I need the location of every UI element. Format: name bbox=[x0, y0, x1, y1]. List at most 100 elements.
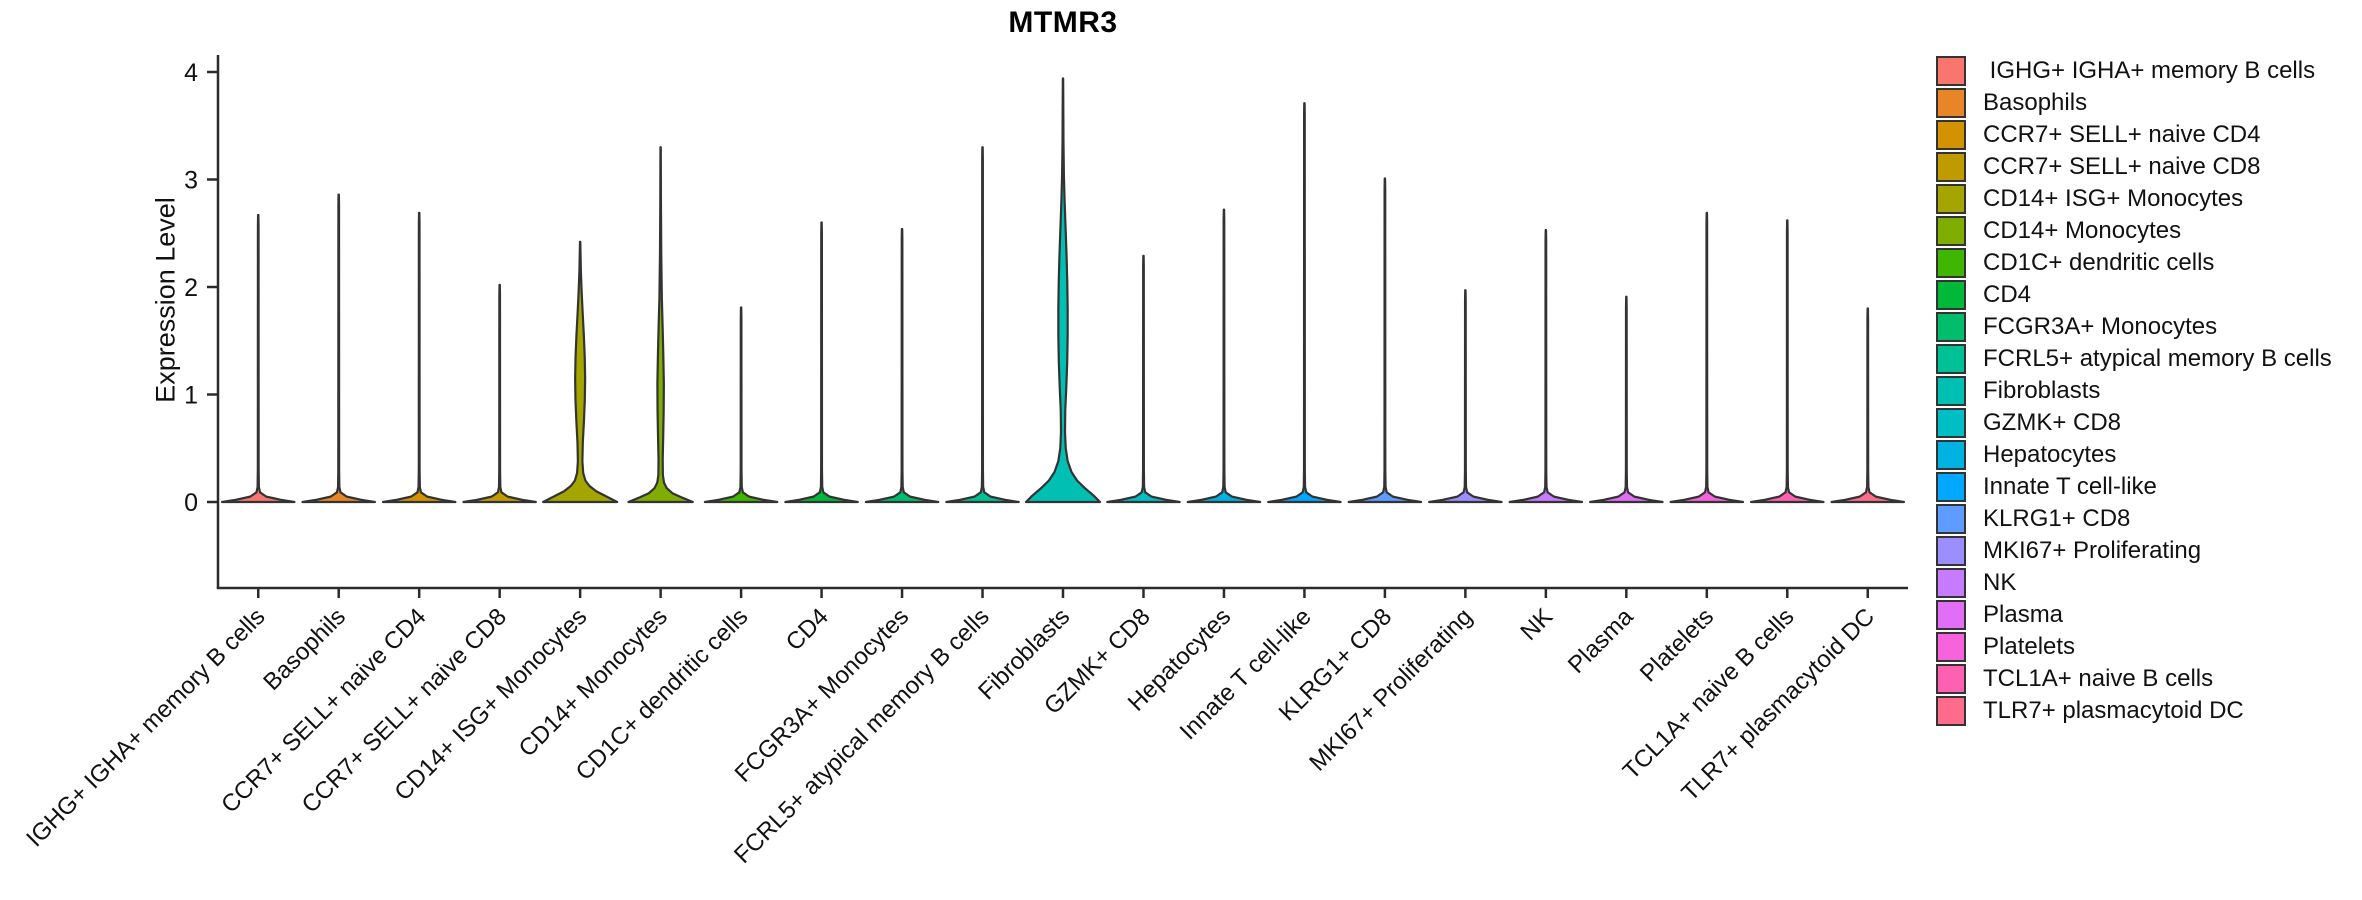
legend-item: Fibroblasts bbox=[1936, 375, 2332, 407]
legend-swatch bbox=[1936, 152, 1966, 182]
legend-swatch bbox=[1936, 664, 1966, 694]
legend-item: KLRG1+ CD8 bbox=[1936, 503, 2332, 535]
legend-item: Plasma bbox=[1936, 599, 2332, 631]
violin-TLR7+-plasmacytoid-DC bbox=[1830, 307, 1906, 504]
violin-GZMK+-CD8 bbox=[1106, 254, 1181, 504]
legend: IGHG+ IGHA+ memory B cells Basophils CCR7+… bbox=[1936, 55, 2332, 727]
legend-item: FCRL5+ atypical memory B cells bbox=[1936, 343, 2332, 375]
legend-label: FCRL5+ atypical memory B cells bbox=[1983, 345, 2332, 372]
violin-CCR7+-SELL+-naive-CD4 bbox=[381, 211, 457, 504]
legend-label: CD14+ ISG+ Monocytes bbox=[1983, 185, 2244, 212]
violin-MKI67+-Proliferating bbox=[1428, 289, 1503, 504]
legend-swatch bbox=[1936, 504, 1966, 534]
legend-label: Innate T cell-like bbox=[1983, 473, 2157, 500]
x-category-label: Plasma bbox=[1563, 603, 1639, 679]
violin-CD14+-Monocytes bbox=[627, 146, 694, 504]
legend-item: FCGR3A+ Monocytes bbox=[1936, 311, 2332, 343]
legend-item: CD4 bbox=[1936, 279, 2332, 311]
y-tick-label: 1 bbox=[184, 382, 198, 410]
violin-Hepatocytes bbox=[1186, 208, 1262, 504]
legend-swatch bbox=[1936, 248, 1966, 278]
legend-label: Fibroblasts bbox=[1983, 377, 2101, 404]
legend-item: TLR7+ plasmacytoid DC bbox=[1936, 695, 2332, 727]
violin-IGHG+-IGHA+-memory-B-cells bbox=[220, 213, 296, 504]
legend-item: MKI67+ Proliferating bbox=[1936, 535, 2332, 567]
plot-title: MTMR3 bbox=[1008, 6, 1118, 39]
y-tick-label: 4 bbox=[184, 59, 198, 87]
legend-label: CD4 bbox=[1983, 281, 2032, 308]
legend-item: TCL1A+ naive B cells bbox=[1936, 663, 2332, 695]
legend-label: CCR7+ SELL+ naive CD8 bbox=[1983, 153, 2261, 180]
violin-TCL1A+-naive-B-cells bbox=[1749, 219, 1825, 504]
legend-swatch bbox=[1936, 88, 1966, 118]
y-tick-label: 0 bbox=[184, 489, 198, 517]
x-category-label: CD4 bbox=[781, 603, 834, 656]
legend-swatch bbox=[1936, 440, 1966, 470]
legend-swatch bbox=[1936, 184, 1966, 214]
x-category-label: CD14+ Monocytes bbox=[514, 603, 673, 762]
violin-Innate-T-cell-like bbox=[1267, 102, 1342, 504]
legend-swatch bbox=[1936, 56, 1966, 86]
violin-Plasma bbox=[1589, 295, 1664, 504]
legend-item: CD14+ Monocytes bbox=[1936, 215, 2332, 247]
legend-swatch bbox=[1936, 344, 1966, 374]
violin-CD1C+-dendritic-cells bbox=[703, 306, 779, 504]
x-category-label: NK bbox=[1515, 603, 1558, 646]
legend-item: IGHG+ IGHA+ memory B cells bbox=[1936, 55, 2332, 87]
x-category-label: MKI67+ Proliferating bbox=[1304, 603, 1477, 776]
legend-label: IGHG+ IGHA+ memory B cells bbox=[1983, 57, 2316, 84]
y-tick-label: 2 bbox=[184, 274, 198, 302]
legend-label: CD1C+ dendritic cells bbox=[1983, 249, 2215, 276]
legend-swatch bbox=[1936, 632, 1966, 662]
violin-Fibroblasts bbox=[1024, 77, 1102, 504]
legend-item: CD14+ ISG+ Monocytes bbox=[1936, 183, 2332, 215]
violin-CD14+-ISG+-Monocytes bbox=[542, 240, 619, 504]
legend-item: NK bbox=[1936, 567, 2332, 599]
legend-item: CD1C+ dendritic cells bbox=[1936, 247, 2332, 279]
violin-CD4 bbox=[784, 221, 859, 504]
legend-swatch bbox=[1936, 600, 1966, 630]
violin-FCRL5+-atypical-memory-B-cells bbox=[945, 146, 1020, 504]
violin-NK bbox=[1508, 228, 1584, 504]
legend-swatch bbox=[1936, 472, 1966, 502]
legend-swatch bbox=[1936, 376, 1966, 406]
legend-label: FCGR3A+ Monocytes bbox=[1983, 313, 2218, 340]
legend-item: GZMK+ CD8 bbox=[1936, 407, 2332, 439]
legend-swatch bbox=[1936, 280, 1966, 310]
violin-CCR7+-SELL+-naive-CD8 bbox=[462, 283, 537, 504]
x-category-label: Platelets bbox=[1635, 603, 1719, 687]
violin-Basophils bbox=[301, 193, 377, 504]
legend-label: KLRG1+ CD8 bbox=[1983, 505, 2131, 532]
legend-swatch bbox=[1936, 536, 1966, 566]
legend-label: TCL1A+ naive B cells bbox=[1983, 665, 2214, 692]
legend-item: CCR7+ SELL+ naive CD8 bbox=[1936, 151, 2332, 183]
legend-item: Basophils bbox=[1936, 87, 2332, 119]
legend-item: Innate T cell-like bbox=[1936, 471, 2332, 503]
legend-item: Platelets bbox=[1936, 631, 2332, 663]
legend-label: GZMK+ CD8 bbox=[1983, 409, 2122, 436]
legend-swatch bbox=[1936, 568, 1966, 598]
legend-label: Hepatocytes bbox=[1983, 441, 2117, 468]
violin-FCGR3A+-Monocytes bbox=[864, 227, 940, 504]
legend-item: CCR7+ SELL+ naive CD4 bbox=[1936, 119, 2332, 151]
violin-Platelets bbox=[1669, 211, 1745, 504]
y-tick-label: 3 bbox=[184, 167, 198, 195]
legend-swatch bbox=[1936, 312, 1966, 342]
legend-label: NK bbox=[1983, 569, 2017, 596]
violin-KLRG1+-CD8 bbox=[1347, 177, 1423, 504]
legend-label: CD14+ Monocytes bbox=[1983, 217, 2182, 244]
legend-swatch bbox=[1936, 216, 1966, 246]
legend-label: TLR7+ plasmacytoid DC bbox=[1983, 697, 2244, 724]
legend-label: MKI67+ Proliferating bbox=[1983, 537, 2202, 564]
legend-swatch bbox=[1936, 408, 1966, 438]
legend-item: Hepatocytes bbox=[1936, 439, 2332, 471]
legend-swatch bbox=[1936, 120, 1966, 150]
legend-label: Plasma bbox=[1983, 601, 2064, 628]
legend-label: Basophils bbox=[1983, 89, 2088, 116]
legend-label: Platelets bbox=[1983, 633, 2076, 660]
legend-swatch bbox=[1936, 696, 1966, 726]
legend-label: CCR7+ SELL+ naive CD4 bbox=[1983, 121, 2261, 148]
y-axis-title: Expression Level bbox=[150, 197, 181, 403]
